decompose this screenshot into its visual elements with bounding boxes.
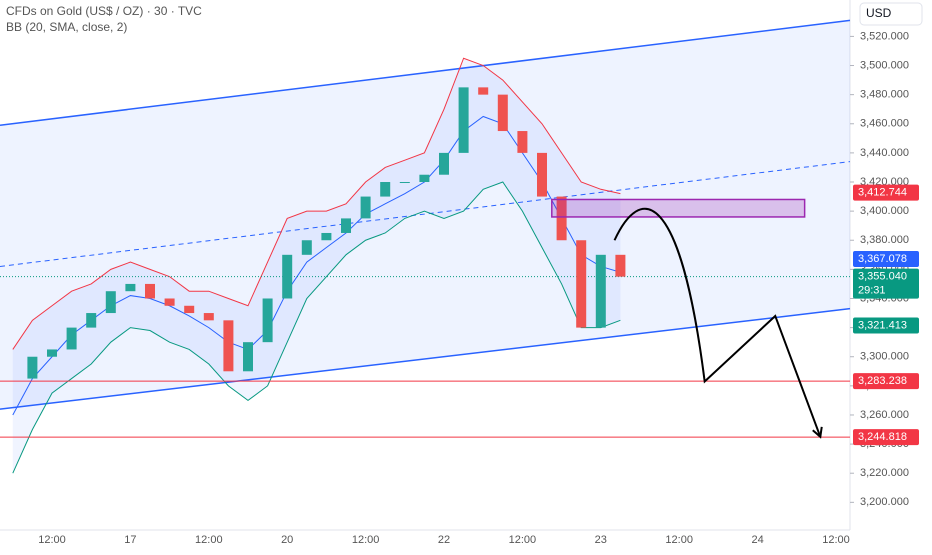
x-tick-label: 20: [281, 534, 293, 546]
y-tick-label: 3,220.000: [860, 467, 909, 479]
price-label-box: [853, 251, 919, 268]
candle: [164, 298, 175, 306]
candle: [517, 131, 528, 153]
x-tick-label: 12:00: [509, 534, 537, 546]
candle: [556, 196, 567, 241]
price-label: 3,412.744: [858, 186, 907, 198]
candle: [595, 254, 606, 328]
candle: [301, 240, 312, 255]
price-label-box: [853, 268, 919, 299]
arrow-head: [812, 426, 823, 439]
candle: [262, 298, 273, 343]
candle: [497, 94, 508, 132]
x-tick-label: 24: [751, 534, 763, 546]
candle: [478, 87, 489, 95]
y-tick-label: 3,200.000: [860, 496, 909, 508]
channel-lower: [0, 307, 851, 410]
candle: [47, 349, 57, 357]
candle: [399, 182, 410, 184]
x-tick-label: 23: [595, 534, 607, 546]
candle: [27, 356, 38, 379]
price-label-box: [853, 184, 919, 201]
candle: [321, 232, 332, 241]
candle: [439, 152, 449, 175]
x-tick-label: 22: [438, 534, 450, 546]
x-tick-label: 12:00: [665, 534, 693, 546]
x-tick-label: 12:00: [195, 534, 223, 546]
band-fill: [12, 58, 621, 474]
band-line: [12, 57, 621, 350]
y-tick-label: 3,440.000: [860, 147, 909, 159]
candle: [458, 87, 469, 153]
x-tick-label: 12:00: [822, 534, 850, 546]
price-label-box: [853, 373, 919, 390]
y-tick-label: 3,460.000: [860, 118, 909, 130]
countdown: 29:31: [858, 284, 886, 296]
chart-title: CFDs on Gold (US$ / OZ) · 30 · TVC: [6, 4, 202, 18]
x-tick-label: 17: [124, 534, 136, 546]
candle: [282, 254, 293, 299]
candle: [360, 196, 371, 219]
price-label: 3,283.238: [858, 375, 907, 387]
candle: [203, 313, 214, 321]
price-label: 3,355.040: [858, 270, 907, 282]
candle: [380, 182, 391, 197]
candle: [105, 291, 116, 314]
candle: [537, 152, 547, 197]
price-label-box: [853, 429, 919, 446]
candle: [86, 313, 97, 328]
channel-fill: [0, 20, 850, 410]
y-tick-label: 3,400.000: [860, 205, 909, 217]
candle: [243, 342, 253, 372]
currency[interactable]: USD: [866, 6, 892, 20]
y-tick-label: 3,480.000: [860, 89, 909, 101]
candle: [145, 283, 155, 299]
candle: [419, 174, 430, 183]
candle: [576, 240, 587, 328]
y-tick-label: 3,500.000: [860, 59, 909, 71]
candle: [184, 305, 195, 314]
y-tick-label: 3,260.000: [860, 409, 909, 421]
x-tick-label: 12:00: [352, 534, 380, 546]
candle: [615, 254, 626, 277]
band-line: [12, 181, 621, 474]
price-label: 3,244.818: [858, 431, 907, 443]
candle: [66, 327, 77, 350]
price-label: 3,367.078: [858, 253, 907, 265]
candle: [341, 218, 351, 233]
price-label: 3,321.413: [858, 319, 907, 331]
price-label-box: [853, 317, 919, 334]
candle: [223, 320, 234, 372]
currency-button[interactable]: [859, 2, 923, 26]
x-tick-label: 12:00: [38, 534, 66, 546]
y-tick-label: 3,520.000: [860, 30, 909, 42]
candle: [125, 283, 136, 292]
projection-path: [613, 207, 822, 438]
y-tick-label: 3,300.000: [860, 351, 909, 363]
channel-mid: [0, 161, 851, 267]
supply-zone: [551, 198, 806, 218]
indicator-label: BB (20, SMA, close, 2): [6, 20, 127, 34]
channel-upper: [0, 19, 851, 126]
y-tick-label: 3,380.000: [860, 234, 909, 246]
